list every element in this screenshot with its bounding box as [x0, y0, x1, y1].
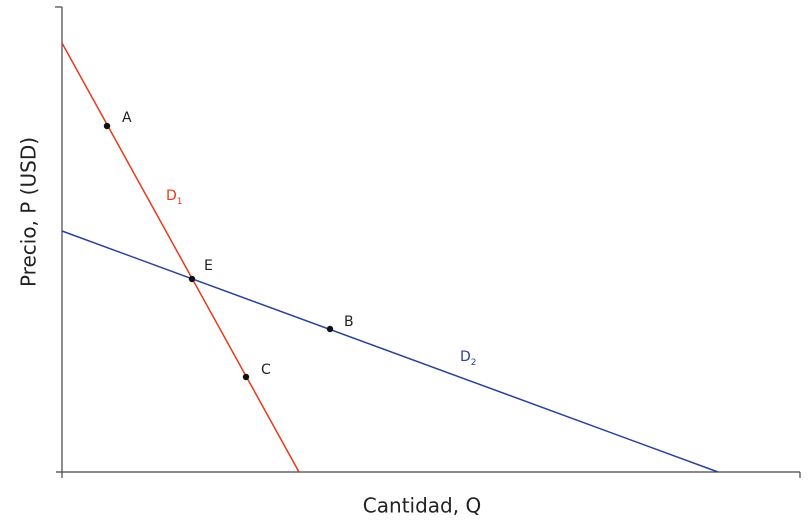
- point-label: A: [122, 110, 132, 126]
- points: [103, 122, 334, 381]
- point-label: B: [344, 314, 354, 330]
- curve-label-subscript: 1: [177, 197, 183, 207]
- demand-curve-d2: [61, 230, 719, 473]
- demand-curve-d1: [61, 42, 300, 473]
- axes: [55, 6, 801, 478]
- curve-label-main: D: [166, 188, 177, 204]
- point-label: E: [204, 258, 213, 274]
- point-e: [188, 275, 196, 283]
- x-axis-label: Cantidad, Q: [363, 494, 481, 518]
- point-a: [103, 122, 111, 130]
- curve-label-subscript: 2: [471, 358, 477, 368]
- curve-label: D2: [460, 349, 477, 368]
- y-axis-label: Precio, P (USD): [17, 137, 41, 287]
- curve-label: D1: [166, 188, 183, 207]
- point-b: [326, 325, 334, 333]
- point-c: [242, 373, 250, 381]
- curve-label-main: D: [460, 349, 471, 365]
- point-label: C: [261, 362, 271, 378]
